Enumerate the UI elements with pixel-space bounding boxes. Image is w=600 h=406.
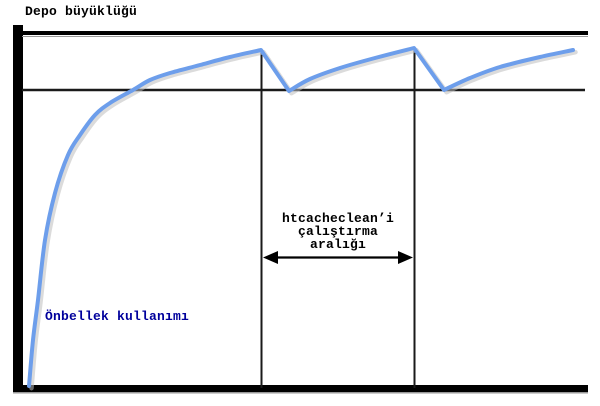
interval-arrow-left-head: [263, 251, 278, 264]
x-axis-shadow: [13, 392, 588, 394]
cache-usage-curve-shadow: [29, 47, 578, 391]
y-axis-label: Depo büyüklüğü: [25, 4, 138, 19]
interval-annotation-line-2: çalıştırma: [297, 223, 378, 239]
x-axis-bar: [13, 385, 588, 392]
interval-arrow-right-head: [398, 251, 413, 264]
interval-annotation-line-1: htcacheclean’i: [281, 211, 395, 226]
cache-usage-curve: [27, 46, 575, 388]
interval-annotation: htcacheclean’i çalıştırma aralığı: [262, 211, 414, 252]
interval-annotation-line-3: aralığı: [309, 236, 366, 252]
curve-label: Önbellek kullanımı: [45, 309, 190, 324]
y-axis-bar: [13, 25, 23, 392]
